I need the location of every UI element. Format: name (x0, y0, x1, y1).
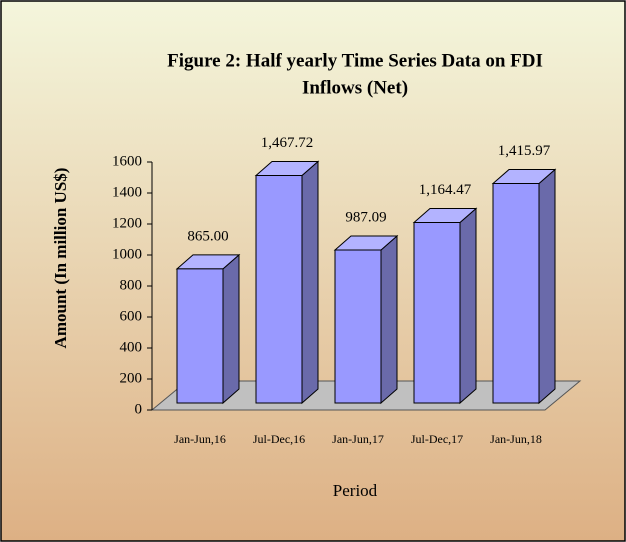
bar-side (459, 207, 477, 405)
bar-front (492, 183, 540, 404)
x-tick-label: Jan-Jun,18 (490, 432, 542, 446)
y-tick-label: 800 (120, 277, 143, 293)
bar (254, 160, 320, 405)
bar-side (301, 160, 319, 405)
bar-side (222, 253, 240, 405)
y-tick-label: 1000 (112, 246, 142, 262)
chart-subtitle: Inflows (Net) (302, 77, 408, 98)
y-tick-label: 600 (120, 308, 143, 324)
bar (491, 168, 557, 405)
y-tick-label: 1200 (112, 215, 142, 231)
bar-front (255, 175, 303, 404)
x-tick-label: Jul-Dec,16 (253, 432, 305, 446)
y-tick-label: 400 (120, 339, 143, 355)
x-tick-label: Jan-Jun,17 (332, 432, 384, 446)
bar-side (538, 168, 556, 405)
y-tick-label: 1600 (112, 153, 142, 169)
y-tick-label: 1400 (112, 184, 142, 200)
x-tick-label: Jan-Jun,16 (174, 432, 226, 446)
y-axis-label: Amount (In million US$) (51, 168, 70, 349)
value-label: 1,164.47 (419, 182, 472, 198)
bar-front (176, 268, 224, 404)
bar-side (380, 234, 398, 405)
bar-front (334, 249, 382, 404)
bar (412, 207, 478, 405)
value-label: 987.09 (345, 209, 386, 225)
bar-front (413, 222, 461, 404)
chart-title: Figure 2: Half yearly Time Series Data o… (167, 50, 543, 71)
bar (333, 234, 399, 405)
value-label: 1,467.72 (261, 135, 314, 151)
x-tick-label: Jul-Dec,17 (411, 432, 463, 446)
y-tick-label: 0 (135, 401, 143, 417)
x-axis-label: Period (333, 481, 378, 500)
bar (175, 253, 241, 405)
value-label: 865.00 (187, 228, 228, 244)
value-label: 1,415.97 (498, 143, 551, 159)
y-tick-label: 200 (120, 370, 143, 386)
